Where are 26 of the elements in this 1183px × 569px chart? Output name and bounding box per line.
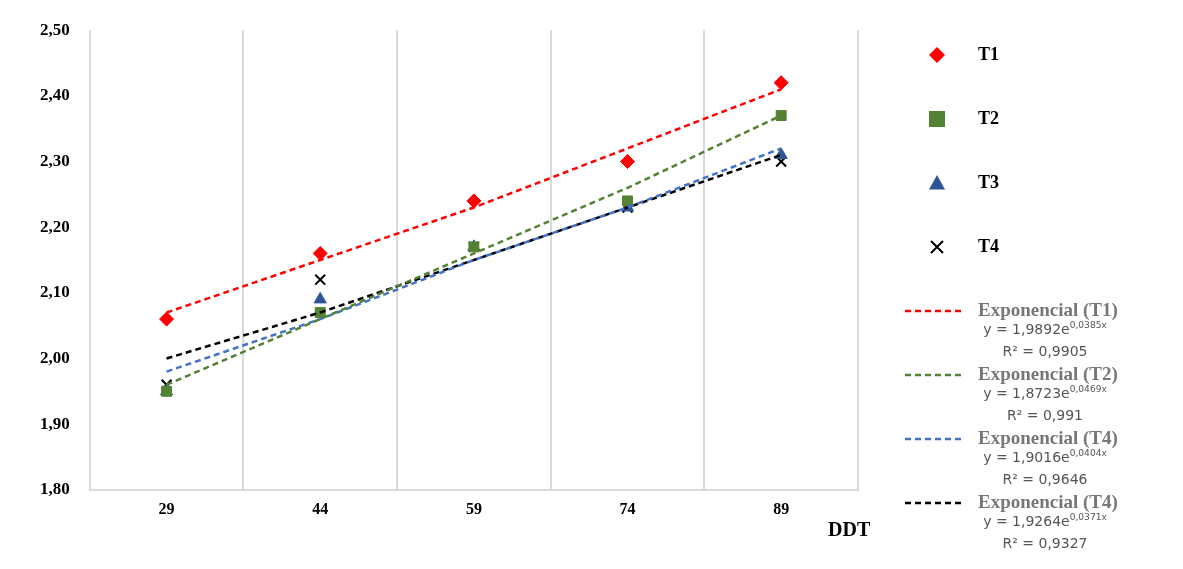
y-tick-label: 1,90 (40, 413, 70, 433)
legend-label: T3 (978, 171, 1000, 192)
y-tick-label: 1,80 (40, 479, 70, 499)
text: R² = 0,9327 (1002, 535, 1088, 551)
text: R² = 0,9905 (1002, 343, 1088, 359)
x-tick-label: 44 (312, 499, 329, 517)
text: R² = 0,991 (1006, 407, 1084, 423)
y-tick-label: 2,20 (40, 216, 70, 236)
legend-label: T2 (978, 107, 1000, 128)
x-tick-label: 74 (619, 499, 636, 517)
legend-label: Exponencial (T1) (978, 298, 1118, 321)
legend-label: T4 (978, 235, 1000, 256)
x-tick-label: 29 (158, 499, 175, 517)
legend-label: Exponencial (T4) (978, 426, 1118, 449)
text: R² = 0,9646 (1002, 471, 1088, 487)
y-tick-label: 2,10 (40, 282, 70, 302)
x-tick-label: 59 (465, 499, 482, 517)
legend-label: Exponencial (T2) (978, 362, 1118, 385)
x-tick-label: 89 (773, 499, 790, 517)
y-tick-label: 2,40 (40, 85, 70, 105)
legend-label: T1 (978, 43, 1000, 64)
legend-label: Exponencial (T4) (978, 490, 1118, 513)
y-tick-label: 2,50 (40, 19, 70, 39)
y-tick-label: 2,00 (40, 347, 70, 367)
y-tick-label: 2,30 (40, 150, 70, 170)
x-axis-title: DDT (828, 518, 871, 541)
